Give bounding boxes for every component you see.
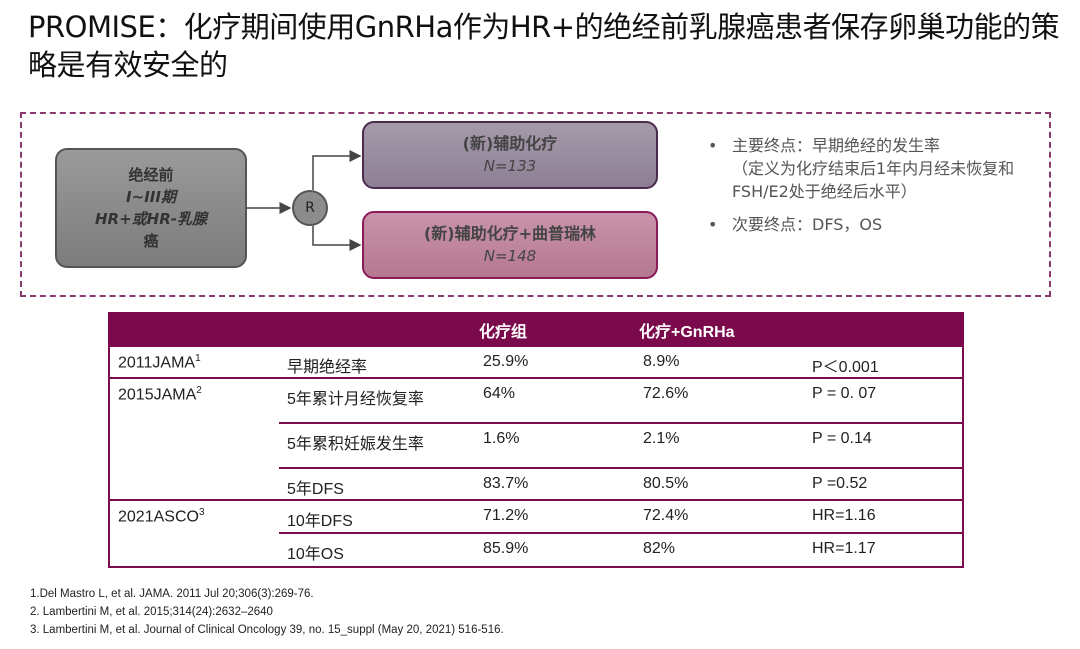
gnrha-cell: 72.6% (635, 377, 804, 423)
arm-n: N=133 (483, 157, 537, 175)
gnrha-cell: 8.9% (635, 345, 804, 378)
results-table: 化疗组 化疗+GnRHa 2011JAMA1 早期绝经率 25.9% 8.9% P＜0.… (108, 312, 964, 568)
arm-n: N=148 (483, 247, 537, 265)
gnrha-cell: 82% (635, 532, 804, 567)
footnote-marker: 3 (198, 507, 205, 518)
population-line: I~III期 (126, 188, 176, 206)
outcome-cell: 5年DFS (279, 467, 475, 500)
population-line: 绝经前 (128, 166, 174, 184)
table-header-row: 化疗组 化疗+GnRHa (109, 313, 963, 346)
outcome-cell: 5年累积妊娠发生率 (279, 422, 475, 468)
arm-label: (新)辅助化疗+曲普瑞林 (423, 224, 597, 243)
population-line: 癌 (143, 232, 159, 250)
source-cell: 2021ASCO3 (109, 499, 279, 567)
footnote-marker: 2 (196, 385, 202, 396)
header-cell (279, 313, 475, 346)
stat-cell: P＜0.001 (804, 345, 963, 378)
table-row: 2021ASCO3 10年DFS 71.2% 72.4% HR=1.16 (109, 499, 963, 567)
source-text: 2015JAMA (118, 386, 197, 404)
slide-title: PROMISE：化疗期间使用GnRHa作为HR+的绝经前乳腺癌患者保存卵巢功能的… (28, 10, 1060, 82)
source-text: 2021ASCO (118, 508, 199, 526)
chemo-cell: 85.9% (475, 532, 635, 567)
stat-cell: P = 0. 07 (804, 377, 963, 423)
arrow-to-arm1 (312, 150, 362, 190)
chemo-cell: 83.7% (475, 467, 635, 500)
population-line: HR+或HR-乳腺 (94, 210, 207, 228)
table-row: 5年累积妊娠发生率 1.6% 2.1% P = 0.14 (109, 422, 963, 468)
secondary-endpoint: 次要终点：DFS，OS (708, 213, 1028, 236)
arm-chemo-box: (新)辅助化疗 N=133 (362, 121, 658, 189)
chemo-cell: 25.9% (475, 345, 635, 378)
table-row: 10年OS 85.9% 82% HR=1.17 (109, 532, 963, 567)
endpoints-list: 主要终点：早期绝经的发生率 （定义为化疗结束后1年内月经未恢复和FSH/E2处于绝… (708, 134, 1028, 236)
gnrha-cell: 72.4% (635, 499, 804, 533)
stat-cell: P =0.52 (804, 467, 963, 500)
outcome-cell: 10年DFS (279, 499, 475, 533)
table-row: 5年DFS 83.7% 80.5% P =0.52 (109, 467, 963, 500)
chemo-cell: 1.6% (475, 422, 635, 468)
source-text: 2011JAMA (118, 354, 196, 372)
stat-cell: HR=1.17 (804, 532, 963, 567)
primary-endpoint: 主要终点：早期绝经的发生率 （定义为化疗结束后1年内月经未恢复和FSH/E2处于绝… (708, 134, 1028, 203)
footnote-marker: 1 (195, 353, 201, 364)
source-cell: 2011JAMA1 (109, 345, 279, 378)
header-cell: 化疗+GnRHa (635, 313, 804, 346)
flow-arrows (247, 150, 362, 251)
randomization-node: R (292, 190, 328, 226)
primary-endpoint-text: 主要终点：早期绝经的发生率 (732, 136, 941, 155)
header-cell (804, 313, 963, 346)
outcome-cell: 早期绝经率 (279, 345, 475, 378)
stat-cell: HR=1.16 (804, 499, 963, 533)
reference: 3. Lambertini M, et al. Journal of Clini… (30, 624, 504, 636)
gnrha-cell: 2.1% (635, 422, 804, 468)
primary-endpoint-definition: （定义为化疗结束后1年内月经未恢复和FSH/E2处于绝经后水平） (732, 159, 1015, 201)
header-cell: 化疗组 (475, 313, 635, 346)
chemo-cell: 64% (475, 377, 635, 423)
study-design-panel (20, 112, 1051, 297)
reference: 2. Lambertini M, et al. 2015;314(24):263… (30, 606, 273, 618)
source-cell: 2015JAMA2 (109, 377, 279, 500)
population-box: 绝经前 I~III期 HR+或HR-乳腺 癌 (55, 148, 247, 268)
stat-cell: P = 0.14 (804, 422, 963, 468)
arm-chemo-triptorelin-box: (新)辅助化疗+曲普瑞林 N=148 (362, 211, 658, 279)
chemo-cell: 71.2% (475, 499, 635, 533)
arm-label: (新)辅助化疗 (462, 134, 558, 153)
reference: 1.Del Mastro L, et al. JAMA. 2011 Jul 20… (30, 588, 314, 600)
references: 1.Del Mastro L, et al. JAMA. 2011 Jul 20… (30, 585, 504, 639)
outcome-cell: 10年OS (279, 532, 475, 567)
header-cell (109, 313, 279, 346)
table-row: 2011JAMA1 早期绝经率 25.9% 8.9% P＜0.001 (109, 345, 963, 378)
table-row: 2015JAMA2 5年累计月经恢复率 64% 72.6% P = 0. 07 (109, 377, 963, 500)
arrow-to-arm2 (312, 226, 362, 251)
outcome-cell: 5年累计月经恢复率 (279, 377, 475, 423)
gnrha-cell: 80.5% (635, 467, 804, 500)
